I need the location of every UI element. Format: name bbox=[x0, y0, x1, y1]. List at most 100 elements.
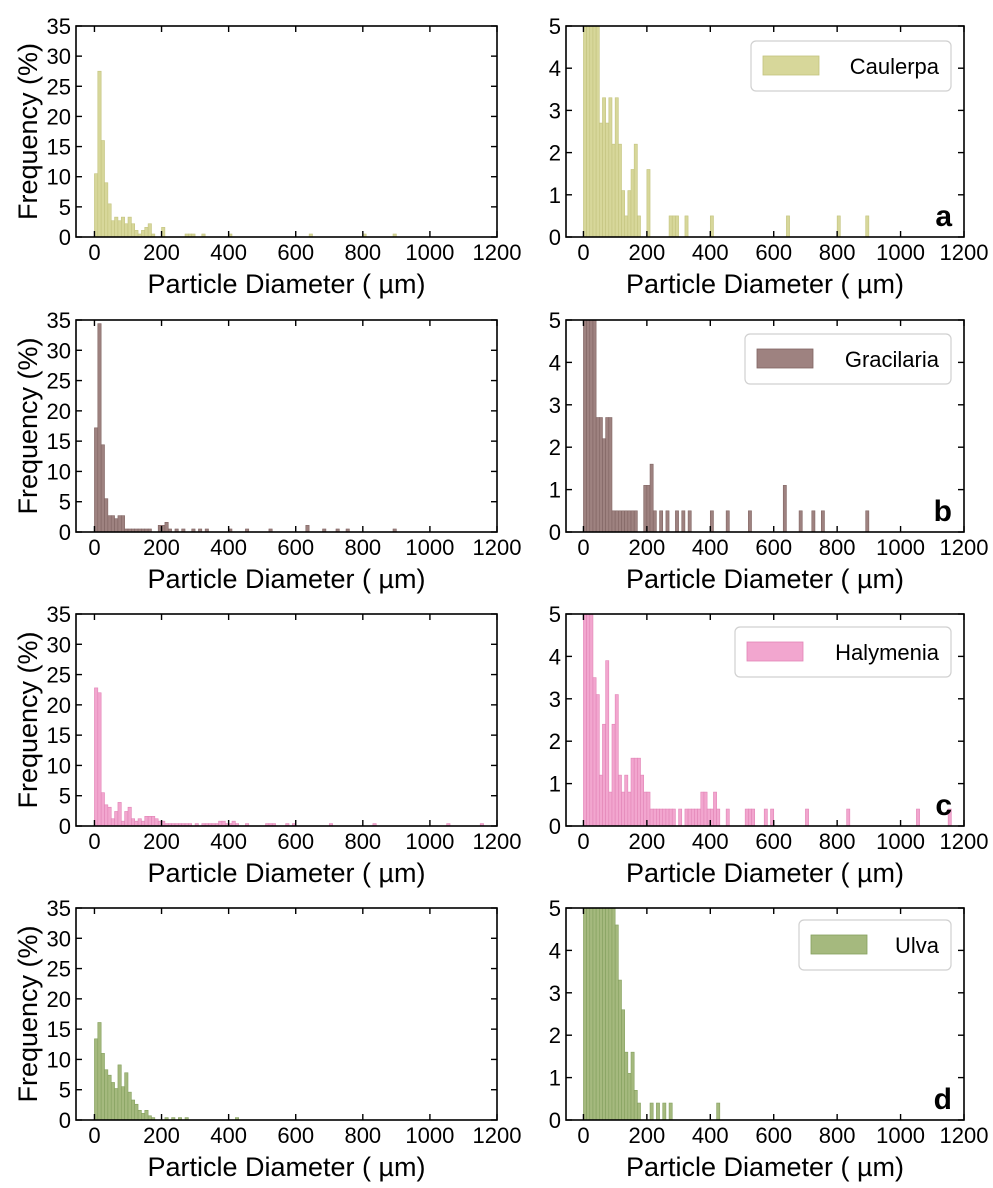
histogram-bar bbox=[100, 140, 105, 237]
y-tick-label: 0 bbox=[59, 225, 71, 250]
histogram-bar bbox=[305, 525, 310, 532]
histogram-bar bbox=[618, 774, 622, 826]
histogram-bar bbox=[656, 808, 660, 826]
histogram-bar bbox=[646, 485, 651, 532]
histogram-bar bbox=[624, 774, 629, 826]
histogram-bar bbox=[141, 1113, 146, 1120]
x-tick-label: 800 bbox=[344, 535, 381, 560]
y-axis-title: Frequency (%) bbox=[13, 337, 43, 514]
histogram-bar bbox=[127, 806, 132, 826]
x-tick-label: 400 bbox=[692, 535, 729, 560]
histogram-bar bbox=[583, 26, 587, 237]
histogram-bar bbox=[786, 215, 790, 237]
histogram-bar bbox=[659, 808, 664, 826]
legend-box bbox=[734, 626, 952, 678]
legend-label: Ulva bbox=[895, 933, 940, 958]
y-tick-label: 15 bbox=[47, 135, 71, 160]
legend: Halymenia bbox=[734, 626, 952, 678]
axes-frame bbox=[565, 613, 965, 827]
histogram-bar bbox=[598, 774, 603, 826]
bars-c-full bbox=[94, 687, 484, 826]
legend-box bbox=[798, 919, 952, 971]
bars-c-zoom bbox=[583, 614, 952, 826]
histogram-bar bbox=[97, 70, 102, 237]
y-tick-label: 5 bbox=[549, 602, 561, 627]
histogram-bar bbox=[668, 808, 673, 826]
y-axis-title: Frequency (%) bbox=[13, 631, 43, 808]
histogram-bar bbox=[668, 215, 673, 237]
histogram-bar bbox=[748, 808, 752, 826]
legend-label: Halymenia bbox=[835, 640, 940, 665]
histogram-bar bbox=[605, 908, 610, 1120]
histogram-bar bbox=[117, 802, 122, 826]
legend: Gracilaria bbox=[744, 333, 952, 385]
x-tick-label: 200 bbox=[629, 535, 666, 560]
x-axis-title: Particle Diameter ( µm) bbox=[147, 1152, 425, 1182]
histogram-bar bbox=[643, 485, 648, 532]
histogram-bar bbox=[630, 757, 635, 826]
histogram-bar bbox=[595, 26, 600, 237]
axes-frame bbox=[565, 907, 965, 1121]
histogram-bar bbox=[782, 485, 787, 532]
legend-box bbox=[744, 333, 952, 385]
y-tick-label: 5 bbox=[549, 14, 561, 39]
histogram-bar bbox=[154, 818, 159, 826]
x-tick-label: 0 bbox=[88, 240, 100, 265]
histogram-bar bbox=[147, 223, 152, 237]
y-tick-label: 25 bbox=[47, 957, 71, 982]
histogram-bar bbox=[141, 230, 146, 237]
axes-frame bbox=[565, 25, 965, 238]
x-tick-label: 1000 bbox=[405, 1123, 454, 1148]
histogram-bar bbox=[748, 510, 752, 532]
histogram-bar bbox=[659, 510, 664, 532]
histogram-bar bbox=[662, 808, 667, 826]
y-tick-label: 4 bbox=[549, 350, 561, 375]
histogram-bar bbox=[120, 515, 125, 532]
histogram-bar bbox=[131, 1099, 136, 1120]
histogram-bar bbox=[624, 510, 629, 532]
histogram-bar bbox=[611, 723, 616, 826]
histogram-bar bbox=[114, 811, 119, 826]
histogram-bar bbox=[583, 908, 587, 1120]
histogram-bar bbox=[188, 823, 193, 826]
histogram-bar bbox=[94, 1038, 99, 1120]
y-tick-label: 10 bbox=[47, 165, 71, 190]
histogram-bar bbox=[637, 215, 641, 237]
x-axis-title: Particle Diameter ( µm) bbox=[626, 1152, 904, 1182]
y-tick-label: 25 bbox=[47, 369, 71, 394]
histogram-bar bbox=[131, 818, 136, 826]
histogram-bar bbox=[725, 510, 730, 532]
histogram-bar bbox=[690, 808, 695, 826]
y-tick-label: 10 bbox=[47, 459, 71, 484]
histogram-bar bbox=[598, 908, 603, 1120]
y-tick-label: 3 bbox=[549, 98, 561, 123]
histogram-bar bbox=[637, 1102, 641, 1120]
y-tick-label: 5 bbox=[59, 490, 71, 515]
panel-label: a bbox=[935, 200, 952, 233]
panel-a-full: 0 200 400 600 800 1000 120005101520253035Parti… bbox=[13, 14, 521, 299]
histogram-bar bbox=[97, 1022, 102, 1120]
histogram-bar bbox=[627, 791, 632, 826]
histogram-bar bbox=[602, 438, 606, 532]
x-tick-label: 1000 bbox=[876, 829, 925, 854]
x-tick-label: 1200 bbox=[473, 829, 522, 854]
y-tick-label: 0 bbox=[549, 225, 561, 250]
y-tick-label: 5 bbox=[549, 308, 561, 333]
y-tick-label: 20 bbox=[47, 987, 71, 1012]
legend: Caulerpa bbox=[750, 40, 952, 92]
histogram-bar bbox=[595, 417, 600, 532]
x-tick-label: 600 bbox=[755, 240, 792, 265]
histogram-bar bbox=[608, 97, 613, 237]
x-tick-label: 800 bbox=[344, 829, 381, 854]
panel-d-full: 0 200 400 600 800 1000 120005101520253035Parti… bbox=[13, 896, 521, 1182]
histogram-bar bbox=[104, 1069, 109, 1120]
histogram-bar bbox=[627, 510, 632, 532]
histogram-bar bbox=[191, 233, 196, 237]
histogram-bar bbox=[137, 1110, 142, 1120]
histogram-bar bbox=[110, 515, 115, 532]
histogram-bar bbox=[675, 215, 679, 237]
y-tick-label: 1 bbox=[549, 183, 561, 208]
x-tick-label: 0 bbox=[88, 535, 100, 560]
histogram-bar bbox=[637, 757, 641, 826]
histogram-bar bbox=[618, 979, 622, 1120]
